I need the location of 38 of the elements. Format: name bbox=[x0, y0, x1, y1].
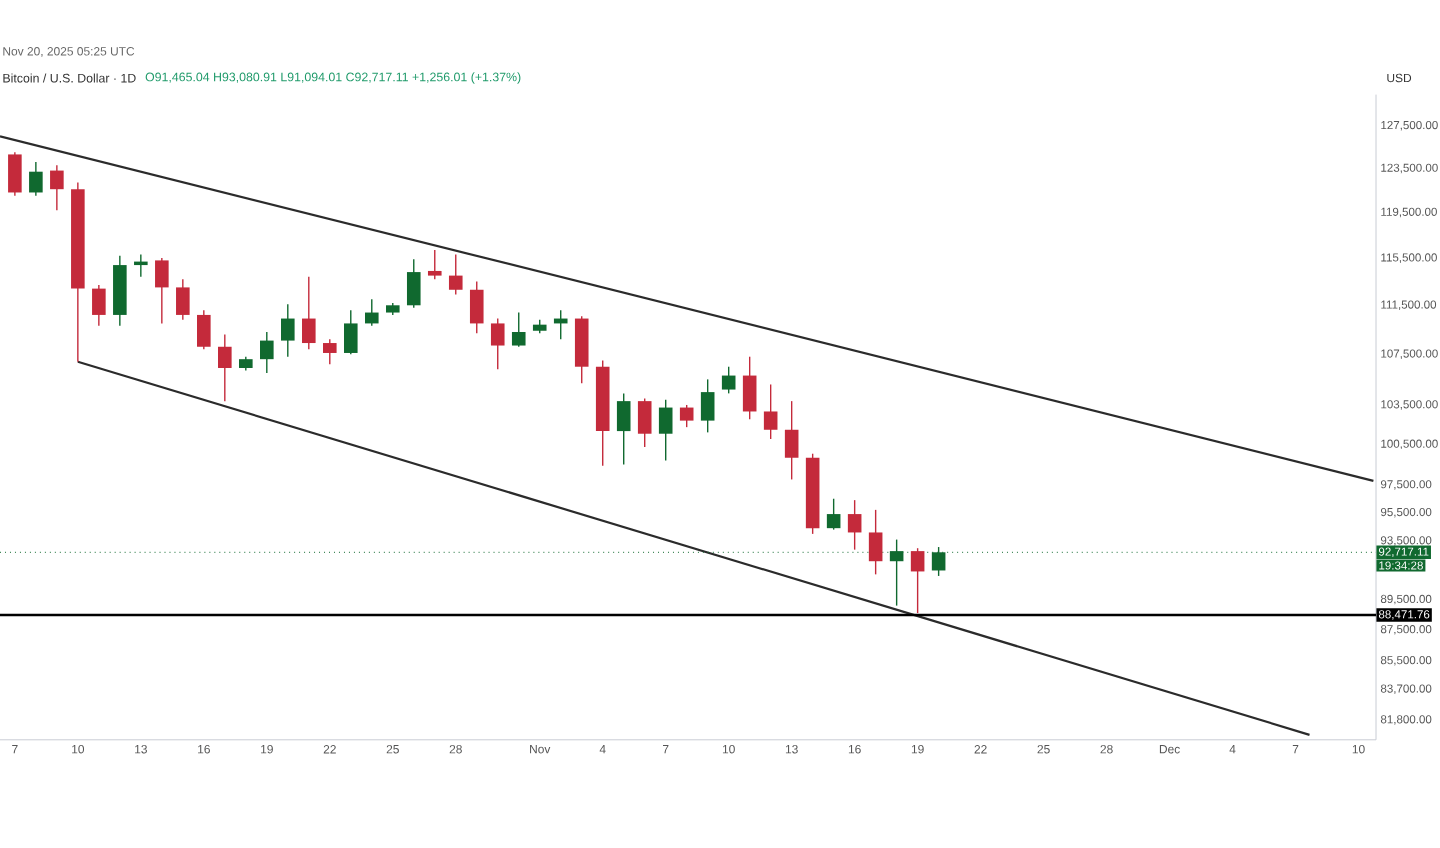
candlestick bbox=[427, 249, 442, 280]
candlestick bbox=[679, 404, 694, 428]
candlestick bbox=[29, 161, 43, 197]
candlestick bbox=[260, 331, 274, 374]
candlestick bbox=[71, 181, 85, 363]
candlestick bbox=[322, 338, 337, 365]
candlestick bbox=[448, 253, 463, 296]
candlestick bbox=[406, 258, 421, 309]
candlestick bbox=[847, 499, 862, 551]
candlestick bbox=[343, 309, 358, 355]
candlestick bbox=[50, 164, 64, 211]
candlestick bbox=[302, 276, 316, 350]
candlestick bbox=[910, 547, 925, 614]
candlestick bbox=[155, 257, 169, 325]
candlestick bbox=[92, 284, 106, 327]
candlestick bbox=[658, 399, 673, 462]
candlestick bbox=[197, 309, 211, 350]
candlestick bbox=[784, 400, 799, 481]
candlestick bbox=[469, 280, 484, 334]
candlestick bbox=[868, 509, 883, 576]
candlestick bbox=[176, 278, 190, 321]
candlestick bbox=[742, 356, 757, 420]
candlestick bbox=[637, 397, 652, 448]
candlestick bbox=[616, 392, 631, 466]
candlestick bbox=[218, 333, 232, 402]
candlestick bbox=[826, 498, 841, 531]
candlestick bbox=[490, 317, 505, 370]
candlestick bbox=[8, 151, 22, 197]
candlestick bbox=[113, 255, 127, 327]
candlestick bbox=[595, 359, 610, 467]
candlestick bbox=[281, 303, 295, 358]
candlestick bbox=[805, 453, 820, 535]
candlestick bbox=[364, 298, 379, 327]
candlestick bbox=[574, 315, 589, 384]
candlestick bbox=[511, 311, 526, 348]
candlestick bbox=[700, 378, 715, 434]
candlestick bbox=[763, 383, 778, 440]
candlestick bbox=[721, 366, 736, 395]
